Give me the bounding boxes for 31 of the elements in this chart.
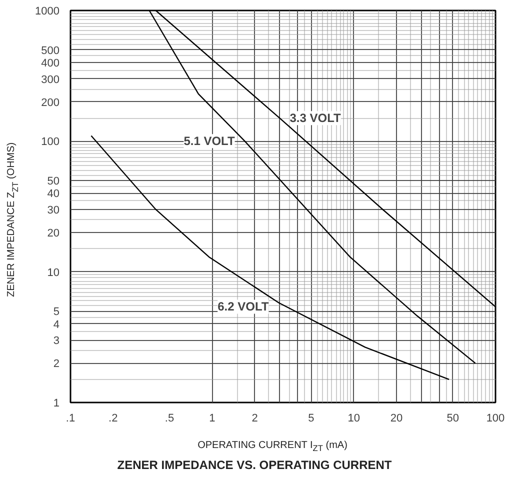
text: ZENER IMPEDANCE VS. OPERATING CURRENT: [117, 456, 392, 474]
x-tick-label: 100: [486, 412, 505, 424]
x-tick-label: .5: [164, 412, 174, 424]
y-tick-label: 20: [47, 228, 60, 240]
y-tick-label: 40: [47, 188, 60, 200]
y-tick-label: 50: [47, 176, 60, 188]
y-tick-label: 400: [41, 57, 60, 70]
x-tick-label: 50: [446, 412, 459, 424]
series-label: 3.3 VOLT: [290, 111, 342, 126]
y-tick-label: 10: [47, 266, 60, 279]
y-tick-label: 30: [47, 204, 60, 216]
y-tick-label: 1: [53, 398, 60, 410]
x-tick-label: 20: [390, 412, 403, 424]
x-tick-label: .1: [66, 412, 76, 424]
y-tick-label: 1000: [35, 6, 60, 18]
x-tick-label: 1: [209, 412, 216, 424]
y-tick-label: 3: [53, 335, 60, 348]
y-tick-label: 200: [41, 96, 60, 109]
y-tick-label: 2: [53, 358, 60, 370]
x-tick-label: 2: [252, 412, 258, 424]
y-tick-label: 500: [41, 44, 60, 57]
x-tick-label: .2: [108, 412, 118, 424]
y-tick-label: 5: [53, 306, 60, 318]
x-tick-label: 5: [308, 412, 314, 424]
y-tick-label: 300: [41, 74, 60, 86]
y-tick-label: 4: [53, 318, 60, 331]
series-label: 6.2 VOLT: [218, 300, 270, 314]
series-label: 5.1 VOLT: [184, 134, 236, 148]
x-tick-label: 10: [348, 412, 360, 424]
x-axis-title: OPERATING CURRENT I$_{ZT}$ (mA): [198, 439, 348, 455]
y-tick-label: 100: [41, 136, 60, 148]
